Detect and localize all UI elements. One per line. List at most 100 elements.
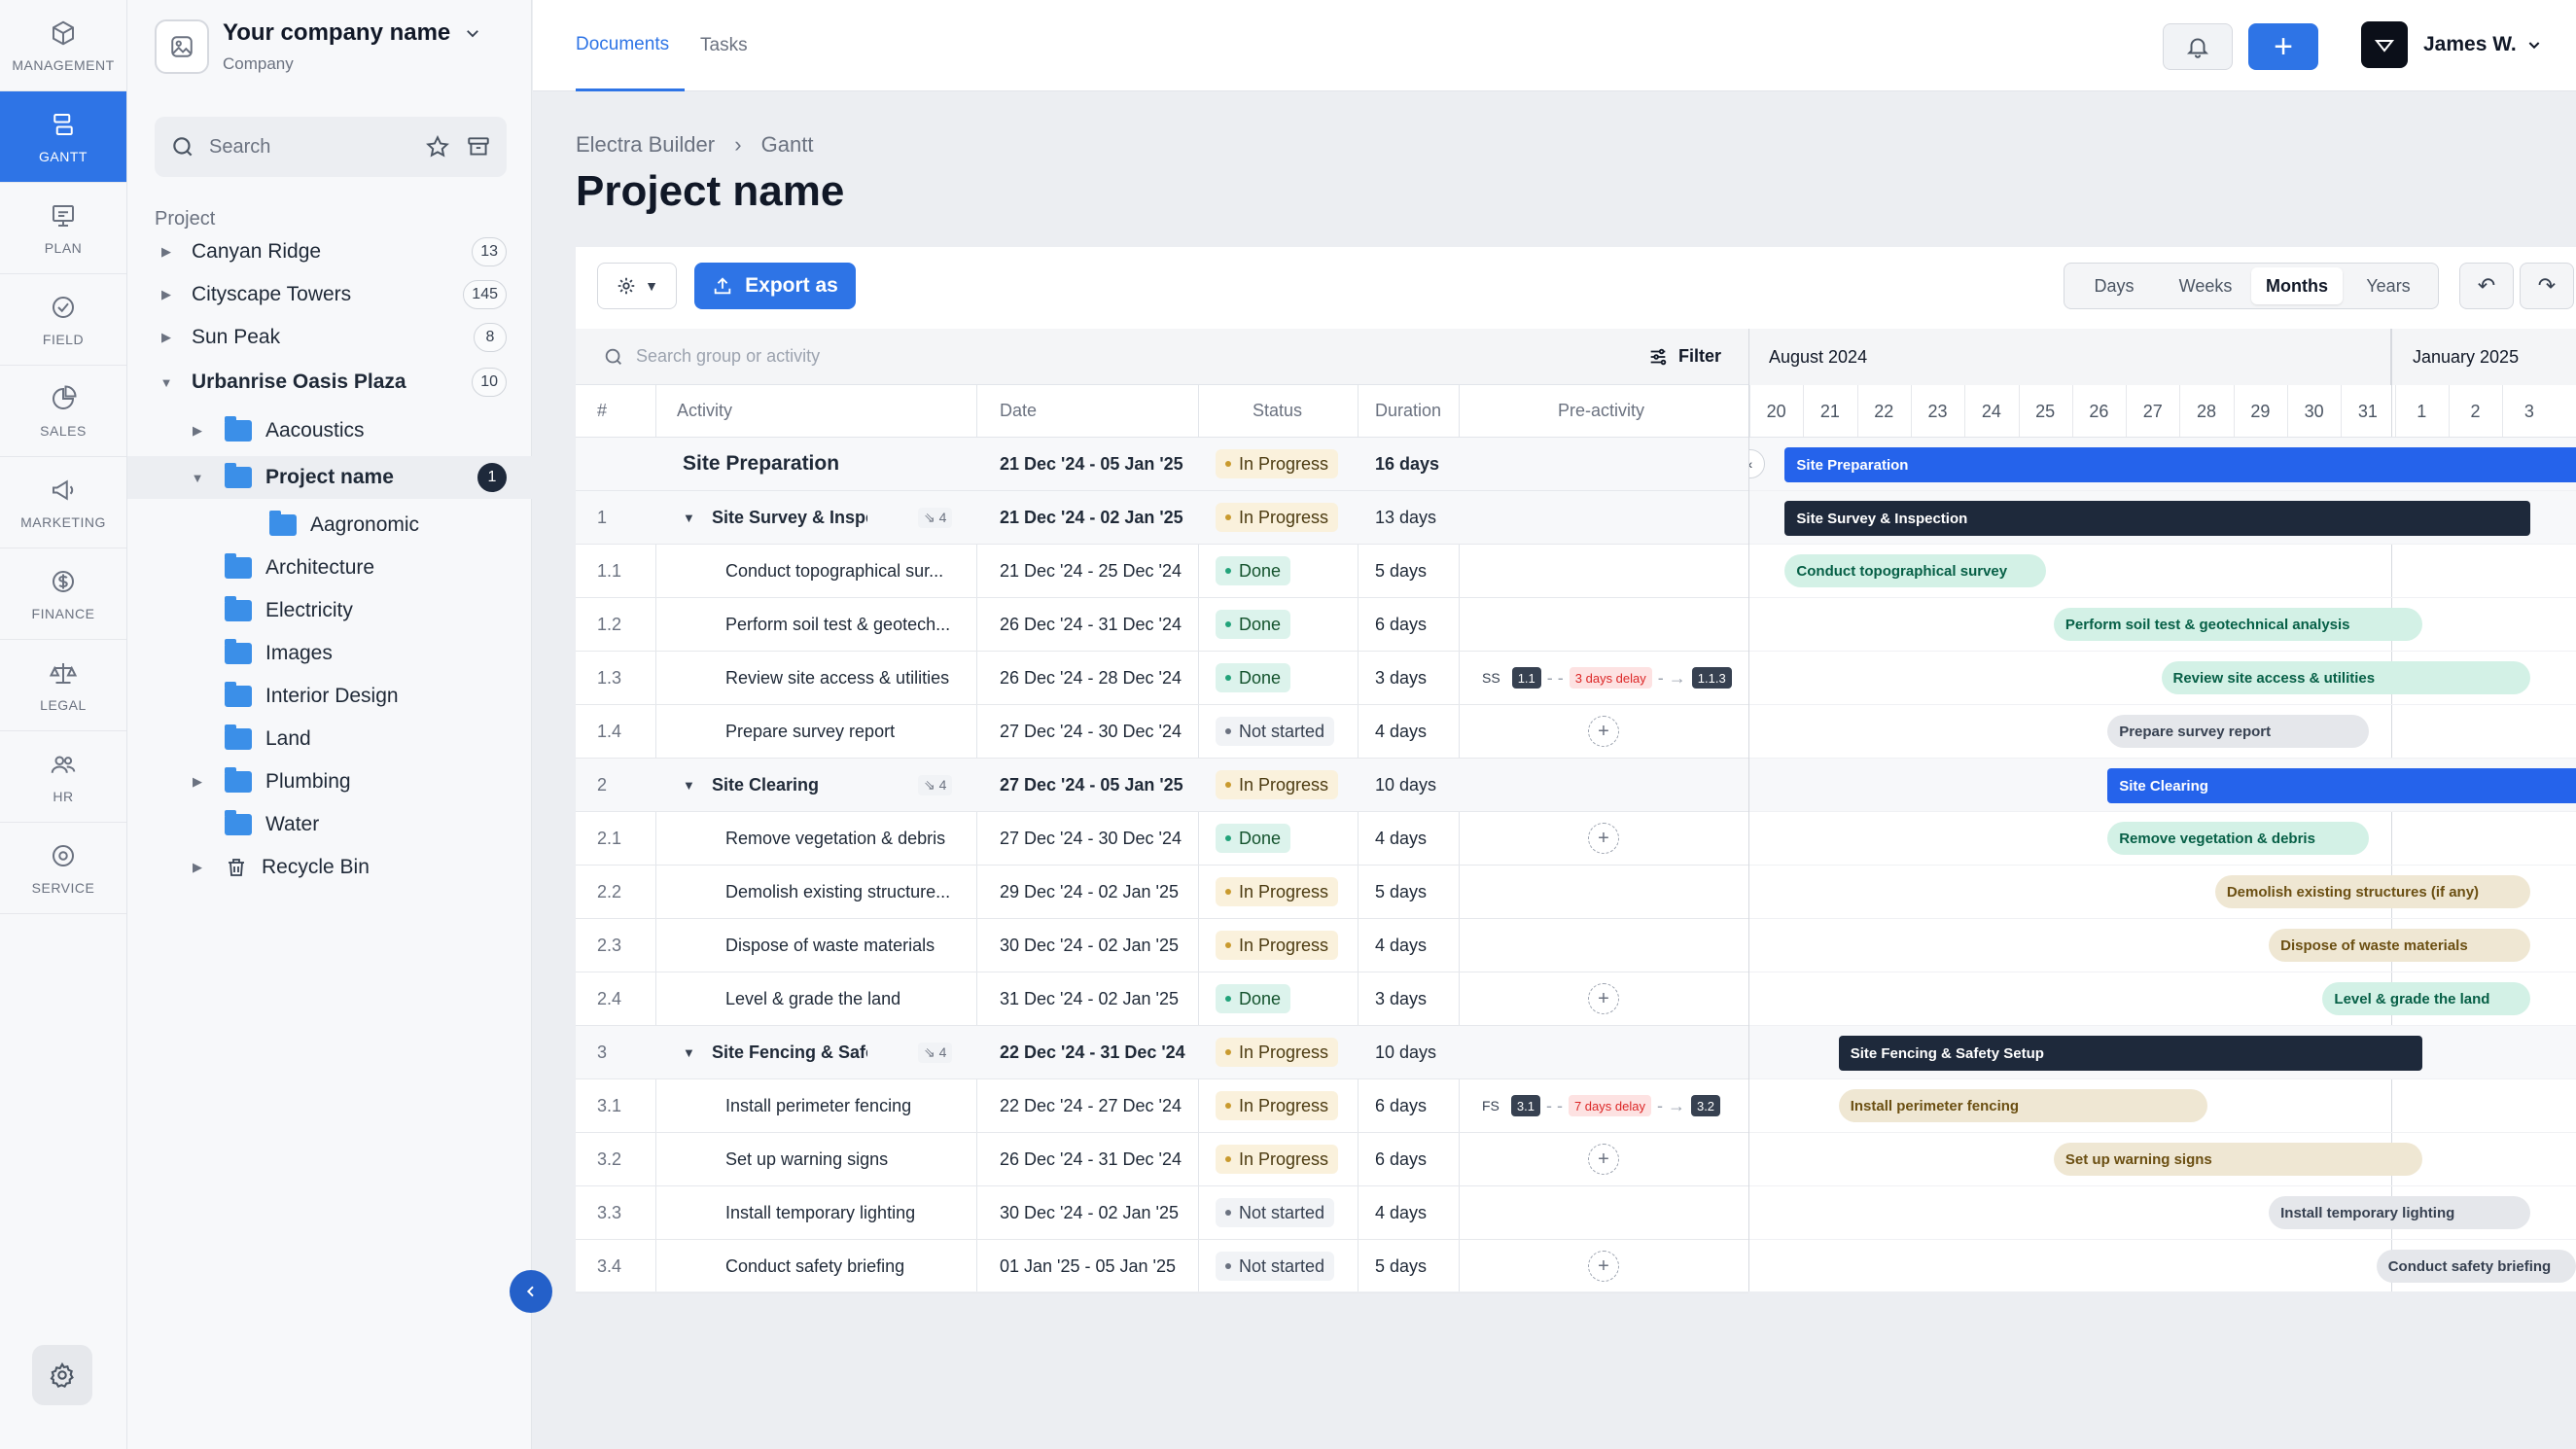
table-row[interactable]: 1.4 Prepare survey report 27 Dec '24 - 30 … (576, 705, 1748, 759)
caret-right-icon[interactable]: ▶ (193, 774, 202, 789)
table-row[interactable]: 1.1 Conduct topographical sur... 21 Dec '2… (576, 545, 1748, 598)
table-row[interactable]: 1 ▼ Site Survey & Inspec... ⇘ 4 21 Dec '24 -… (576, 491, 1748, 545)
rail-item-sales[interactable]: SALES (0, 366, 126, 457)
activity-name[interactable]: Install temporary lighting (725, 1202, 916, 1222)
gantt-bar[interactable]: Level & grade the land (2322, 982, 2530, 1015)
caret-down-icon[interactable]: ▼ (191, 470, 204, 485)
activity-name[interactable]: Site Survey & Inspec... (712, 507, 867, 527)
gantt-bar[interactable]: Review site access & utilities (2161, 661, 2530, 694)
gantt-bar[interactable]: Perform soil test & geotechnical analysi… (2053, 608, 2422, 641)
table-row[interactable]: 3.1 Install perimeter fencing 22 Dec '24 -… (576, 1079, 1748, 1133)
rail-item-field[interactable]: FIELD (0, 274, 126, 366)
activity-name[interactable]: Site Fencing & Safet... (712, 1042, 867, 1062)
pre-activity-link[interactable]: FS 3.1- -7 days delay - → 3.2 (1476, 1079, 1721, 1132)
activity-name[interactable]: Prepare survey report (725, 721, 896, 741)
archive-icon[interactable] (466, 134, 491, 159)
activity-name[interactable]: Review site access & utilities (725, 667, 949, 688)
caret-down-icon[interactable]: ▼ (683, 1044, 695, 1060)
pre-activity-link[interactable]: SS 1.1- -3 days delay - → 1.1.3 (1476, 652, 1732, 704)
gantt-bar[interactable]: Conduct topographical survey (1784, 554, 2046, 587)
table-row[interactable]: 2.2 Demolish existing structure... 29 Dec … (576, 866, 1748, 919)
caret-right-icon[interactable]: ▶ (161, 287, 171, 301)
add-pre-activity-button[interactable]: + (1588, 705, 1619, 758)
activity-name[interactable]: Demolish existing structure... (725, 881, 949, 901)
table-row[interactable]: 2 ▼ Site Clearing ⇘ 4 27 Dec '24 - 05 Jan '2… (576, 759, 1748, 812)
table-row[interactable]: 3.2 Set up warning signs 26 Dec '24 - 31 D… (576, 1133, 1748, 1186)
activity-search[interactable]: Search group or activity Filter (576, 329, 1748, 385)
gantt-bar[interactable]: Set up warning signs (2053, 1143, 2422, 1176)
sidebar-item-interior-design[interactable]: Interior Design (127, 675, 532, 718)
add-pre-activity-button[interactable]: + (1588, 812, 1619, 865)
activity-name[interactable]: Site Preparation (683, 452, 840, 475)
gantt-bar[interactable]: Install temporary lighting (2269, 1196, 2530, 1229)
view-days[interactable]: Days (2094, 275, 2135, 296)
caret-down-icon[interactable]: ▼ (159, 374, 173, 390)
filter-button[interactable]: Filter (1647, 346, 1721, 368)
activity-name[interactable]: Set up warning signs (725, 1149, 889, 1169)
gantt-bar[interactable]: Dispose of waste materials (2269, 929, 2530, 962)
gantt-bar[interactable]: Site Fencing & Safety Setup (1838, 1036, 2422, 1071)
table-row[interactable]: 3 ▼ Site Fencing & Safet... ⇘ 4 22 Dec '24 -… (576, 1026, 1748, 1079)
sidebar-item-sun-peak[interactable]: ▶ Sun Peak 8 (127, 316, 532, 359)
activity-name[interactable]: Level & grade the land (725, 988, 901, 1008)
sidebar-item-cityscape-towers[interactable]: ▶ Cityscape Towers 145 (127, 273, 532, 316)
caret-right-icon[interactable]: ▶ (193, 423, 202, 438)
sidebar-item-aagronomic[interactable]: Aagronomic (127, 504, 532, 547)
user-menu[interactable]: James W. (2361, 21, 2542, 68)
rail-item-plan[interactable]: PLAN (0, 183, 126, 274)
view-years[interactable]: Years (2366, 275, 2411, 296)
activity-name[interactable]: Conduct safety briefing (725, 1255, 905, 1276)
add-pre-activity-button[interactable]: + (1588, 972, 1619, 1025)
view-months[interactable]: Months (2251, 267, 2343, 304)
caret-right-icon[interactable]: ▶ (161, 244, 171, 259)
caret-right-icon[interactable]: ▶ (193, 860, 202, 874)
rail-item-finance[interactable]: FINANCE (0, 548, 126, 640)
add-pre-activity-button[interactable]: + (1588, 1133, 1619, 1185)
star-icon[interactable] (425, 134, 450, 159)
settings-button[interactable] (32, 1345, 92, 1405)
settings-dropdown[interactable]: ▼ (597, 263, 677, 309)
table-row[interactable]: Site Preparation 21 Dec '24 - 05 Jan '25 I… (576, 438, 1748, 491)
table-row[interactable]: 3.4 Conduct safety briefing 01 Jan '25 - 0… (576, 1240, 1748, 1293)
rail-item-marketing[interactable]: MARKETING (0, 457, 126, 548)
sidebar-item-architecture[interactable]: Architecture (127, 547, 532, 589)
breadcrumb-parent[interactable]: Electra Builder (576, 132, 716, 157)
sidebar-item-land[interactable]: Land (127, 718, 532, 760)
collapse-sidebar-button[interactable] (510, 1270, 552, 1313)
gantt-bar[interactable]: Prepare survey report (2107, 715, 2369, 748)
sidebar-item-urbanrise-oasis-plaza[interactable]: ▼ Urbanrise Oasis Plaza 10 (127, 361, 532, 404)
add-button[interactable]: + (2248, 23, 2318, 70)
sidebar-item-plumbing[interactable]: ▶ Plumbing (127, 760, 532, 803)
activity-name[interactable]: Conduct topographical sur... (725, 560, 944, 581)
sidebar-item-recycle-bin[interactable]: ▶ Recycle Bin (127, 846, 532, 889)
rail-item-service[interactable]: SERVICE (0, 823, 126, 914)
search-input[interactable]: Search (209, 135, 271, 158)
activity-search-input[interactable]: Search group or activity (636, 346, 821, 366)
table-row[interactable]: 2.3 Dispose of waste materials 30 Dec '24 … (576, 919, 1748, 972)
activity-name[interactable]: Site Clearing (712, 774, 820, 795)
rail-item-management[interactable]: MANAGEMENT (0, 0, 126, 91)
rail-item-gantt[interactable]: GANTT (0, 91, 126, 183)
tab-tasks[interactable]: Tasks (700, 0, 748, 91)
sidebar-item-aacoustics[interactable]: ▶ Aacoustics (127, 409, 532, 452)
sidebar-search[interactable]: Search (155, 117, 507, 177)
table-row[interactable]: 2.4 Level & grade the land 31 Dec '24 - 02… (576, 972, 1748, 1026)
gantt-bar[interactable]: Demolish existing structures (if any) (2214, 875, 2530, 908)
caret-down-icon[interactable]: ▼ (683, 777, 695, 793)
gantt-bar[interactable]: Site Survey & Inspection (1784, 501, 2530, 536)
activity-name[interactable]: Remove vegetation & debris (725, 828, 946, 848)
table-row[interactable]: 1.3 Review site access & utilities 26 Dec … (576, 652, 1748, 705)
company-switcher[interactable]: Your company name Company (155, 19, 481, 74)
redo-button[interactable]: ↷ (2520, 263, 2574, 309)
caret-down-icon[interactable]: ▼ (683, 510, 695, 525)
caret-right-icon[interactable]: ▶ (161, 330, 171, 344)
table-row[interactable]: 1.2 Perform soil test & geotech... 26 Dec … (576, 598, 1748, 652)
gantt-bar[interactable]: Site Clearing (2107, 768, 2576, 803)
undo-button[interactable]: ↶ (2459, 263, 2514, 309)
activity-name[interactable]: Install perimeter fencing (725, 1095, 912, 1115)
notifications-button[interactable] (2163, 23, 2233, 70)
view-weeks[interactable]: Weeks (2178, 275, 2233, 296)
activity-name[interactable]: Dispose of waste materials (725, 935, 935, 955)
tab-documents[interactable]: Documents (576, 0, 685, 91)
sidebar-item-water[interactable]: Water (127, 803, 532, 846)
